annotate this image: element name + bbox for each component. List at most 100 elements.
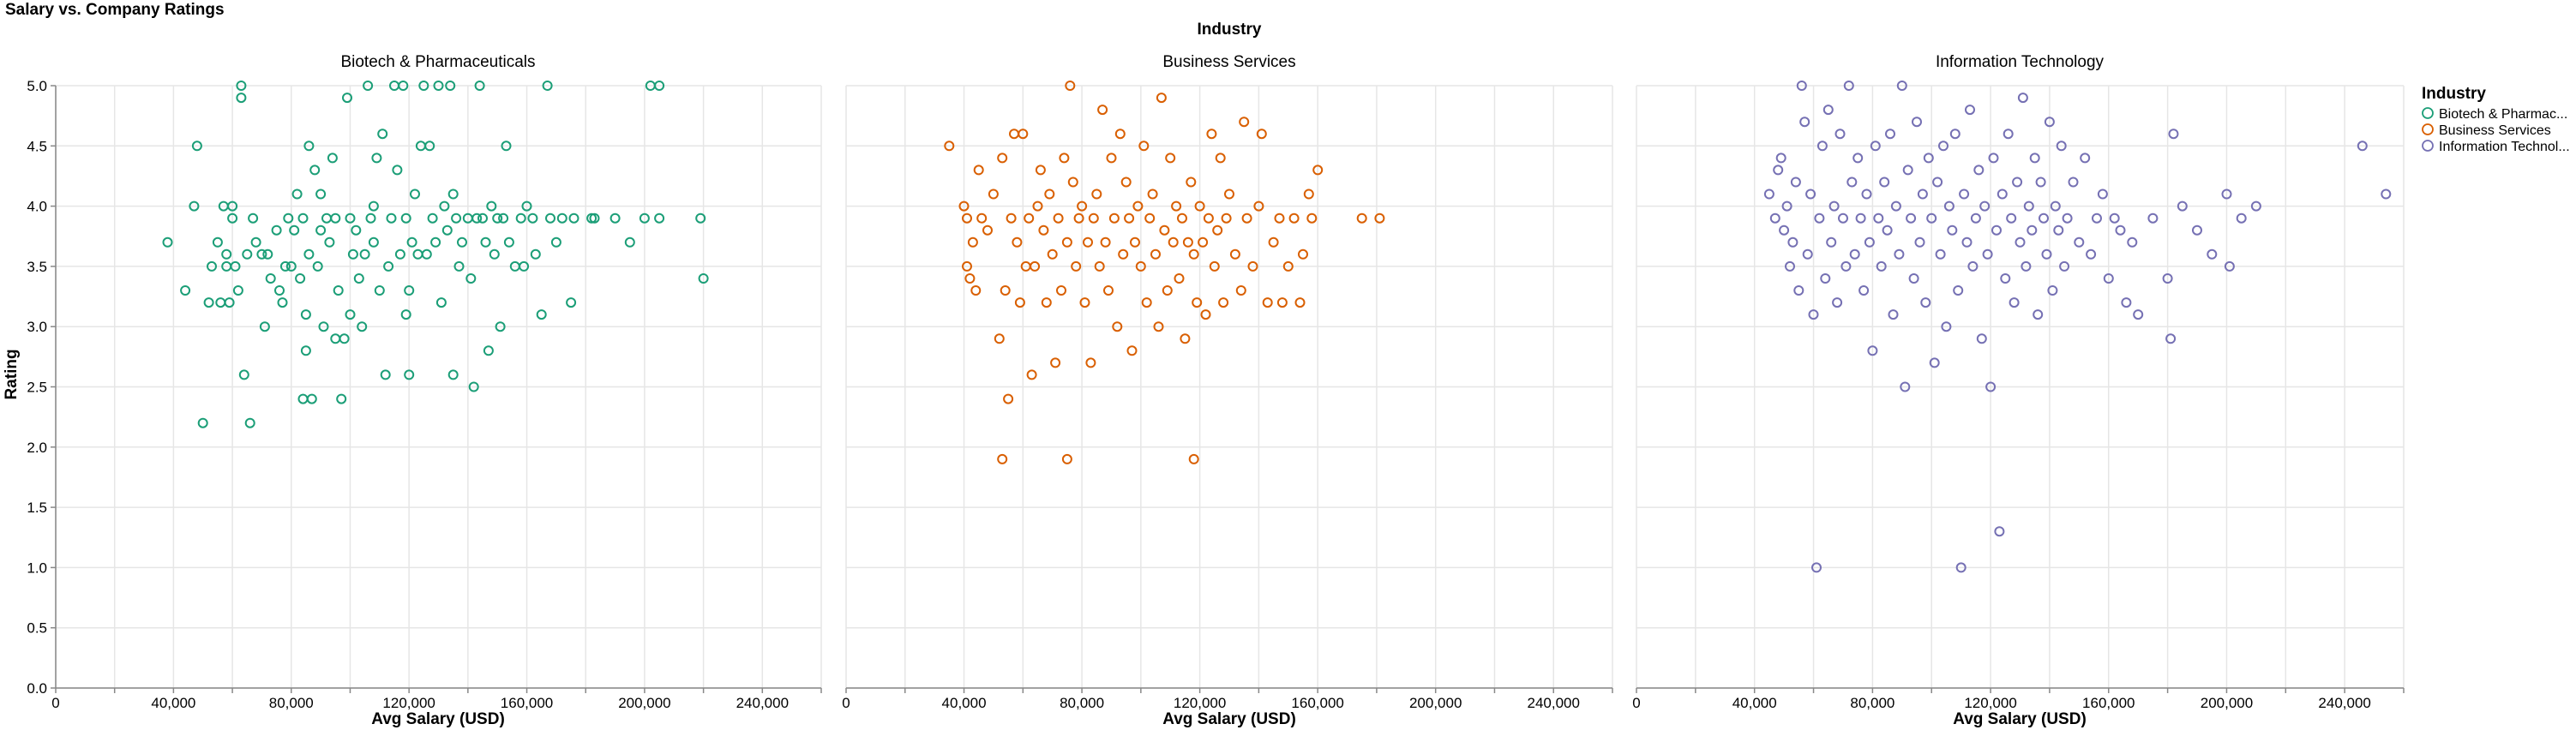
data-point — [1198, 236, 1209, 248]
data-point — [1130, 236, 1140, 248]
data-point — [492, 212, 503, 224]
data-point — [1262, 297, 1273, 308]
data-point — [2027, 224, 2038, 236]
data-point — [1274, 212, 1285, 224]
data-point — [439, 200, 450, 212]
data-point — [480, 236, 491, 248]
data-point — [2056, 141, 2067, 152]
data-point — [404, 285, 415, 296]
data-point — [430, 236, 441, 248]
points-business-services — [944, 81, 1385, 464]
data-point — [374, 285, 385, 296]
data-point — [330, 212, 341, 224]
data-point — [1994, 526, 2005, 537]
data-point — [306, 393, 317, 404]
data-point — [1773, 165, 1784, 176]
legend-swatch — [2422, 123, 2434, 135]
data-point — [315, 188, 327, 200]
data-point — [2224, 260, 2235, 272]
data-point — [1156, 93, 1167, 104]
data-point — [1970, 212, 1981, 224]
data-point — [1126, 345, 1138, 356]
data-point — [1870, 141, 1881, 152]
data-point — [2192, 224, 2202, 236]
data-point — [1247, 260, 1258, 272]
x-tick-label: 120,000 — [1174, 695, 1226, 711]
data-point — [2033, 309, 2044, 320]
data-point — [1059, 153, 1070, 164]
data-point — [1858, 285, 1870, 296]
x-tick-label: 0 — [51, 695, 59, 711]
data-point — [515, 212, 526, 224]
data-point — [1200, 309, 1211, 320]
y-tick-label: 4.5 — [27, 138, 47, 154]
data-point — [1114, 129, 1126, 140]
data-point — [1811, 562, 1822, 573]
data-point — [654, 212, 665, 224]
data-point — [1159, 224, 1170, 236]
data-point — [424, 141, 435, 152]
data-point — [2080, 153, 2091, 164]
data-point — [2029, 153, 2040, 164]
data-point — [1779, 224, 1790, 236]
data-point — [1976, 333, 1987, 344]
data-point — [1985, 381, 1997, 392]
data-point — [342, 93, 352, 104]
data-point — [556, 212, 567, 224]
data-point — [1053, 212, 1064, 224]
data-point — [1088, 212, 1099, 224]
grid-business-services — [845, 85, 1613, 689]
x-tick-label: 0 — [842, 695, 850, 711]
data-point — [1896, 81, 1907, 91]
data-point — [371, 153, 382, 164]
data-point — [303, 141, 315, 152]
data-point — [1180, 333, 1191, 344]
data-point — [330, 333, 341, 344]
data-point — [1168, 236, 1179, 248]
data-point — [1239, 117, 1250, 128]
data-point — [1253, 200, 1264, 212]
x-tick-label: 80,000 — [269, 695, 314, 711]
data-point — [1914, 236, 1925, 248]
data-point — [1828, 200, 1840, 212]
data-point — [2009, 297, 2020, 308]
data-point — [191, 141, 202, 152]
data-point — [1787, 236, 1798, 248]
data-point — [427, 212, 438, 224]
data-point — [2006, 212, 2017, 224]
data-point — [394, 248, 405, 260]
data-point — [1785, 260, 1795, 272]
data-point — [321, 212, 332, 224]
y-tick-label: 3.5 — [27, 259, 47, 275]
data-point — [1763, 188, 1774, 200]
data-point — [2092, 212, 2102, 224]
facet-title-information-technology: Information Technology — [1936, 53, 2105, 71]
data-point — [1094, 260, 1105, 272]
data-point — [1943, 200, 1955, 212]
data-point — [976, 212, 988, 224]
facet-header: Industry — [1198, 21, 1262, 39]
data-point — [1061, 236, 1072, 248]
data-point — [368, 236, 379, 248]
data-point — [1276, 297, 1288, 308]
data-point — [2017, 93, 2028, 104]
data-point — [1816, 141, 1828, 152]
x-tick-label: 120,000 — [1964, 695, 2016, 711]
grid-biotech — [55, 85, 822, 689]
data-point — [1902, 165, 1913, 176]
data-point — [2127, 236, 2138, 248]
data-point — [1888, 309, 1899, 320]
data-point — [357, 321, 368, 332]
legend-items: Biotech & Pharmac...Business Services Inf… — [2422, 107, 2570, 154]
y-tick-label: 1.5 — [27, 500, 47, 516]
data-point — [1303, 188, 1314, 200]
data-point — [1206, 129, 1217, 140]
data-point — [1840, 260, 1852, 272]
data-point — [238, 369, 249, 380]
data-point — [1194, 200, 1205, 212]
data-point — [324, 236, 335, 248]
x-axis-information-technology: 0 40,000 80,000 120,000 160,000 200,000 240,00… — [1632, 687, 2405, 711]
data-point — [265, 273, 276, 284]
y-tick-label: 5.0 — [27, 78, 47, 94]
y-tick-label: 2.5 — [27, 380, 47, 396]
